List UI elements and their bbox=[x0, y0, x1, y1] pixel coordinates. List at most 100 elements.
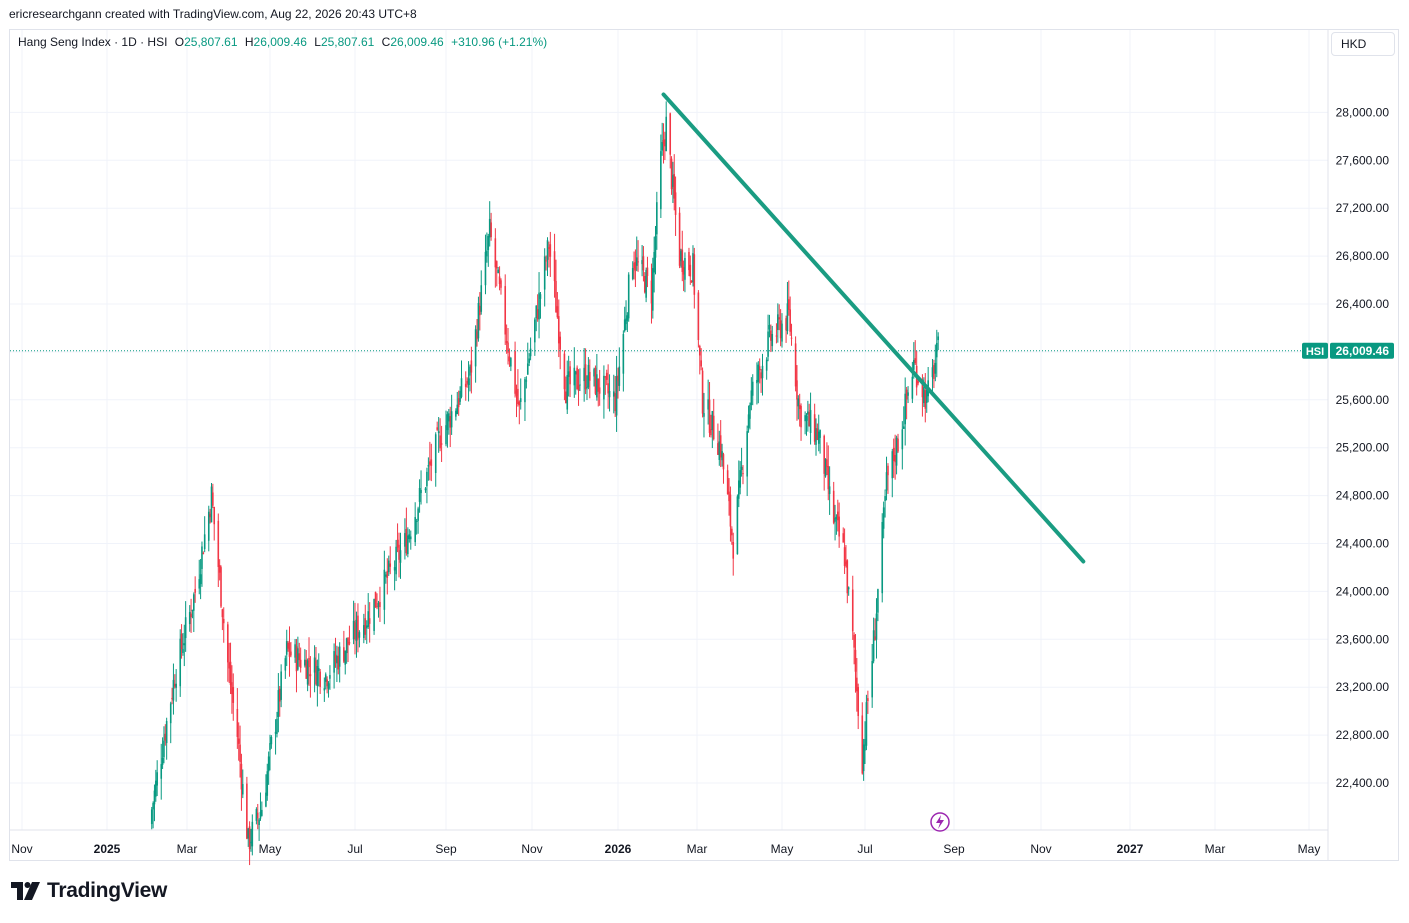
candle-body bbox=[247, 828, 250, 839]
candle-body bbox=[689, 264, 692, 277]
candle-body bbox=[902, 426, 905, 429]
candle-body bbox=[786, 303, 789, 332]
candle-body bbox=[612, 391, 615, 397]
tradingview-brand[interactable]: TradingView bbox=[11, 879, 167, 903]
overlay-layer bbox=[930, 812, 950, 832]
candle-body bbox=[864, 739, 866, 751]
symbol-legend: Hang Seng Index · 1D · HSI O25,807.61 H2… bbox=[18, 35, 547, 49]
candle bbox=[202, 551, 205, 555]
candle-body bbox=[761, 365, 764, 379]
candle-body bbox=[557, 316, 560, 344]
candle-body bbox=[448, 413, 450, 422]
candle bbox=[347, 637, 349, 663]
candle bbox=[798, 393, 801, 427]
high-label: H bbox=[244, 35, 254, 49]
candle bbox=[418, 479, 421, 513]
candle-body bbox=[789, 309, 791, 332]
candle-body bbox=[664, 139, 666, 147]
price-tick-label: 27,600.00 bbox=[1336, 153, 1390, 167]
candle bbox=[775, 323, 778, 344]
candle-body bbox=[740, 466, 743, 471]
price-tag-symbol-box bbox=[1302, 342, 1328, 359]
candle-body bbox=[605, 372, 608, 380]
candle bbox=[169, 701, 172, 744]
brand-wordmark: TradingView bbox=[47, 879, 168, 902]
candle-body bbox=[566, 375, 569, 410]
candle-body bbox=[488, 218, 491, 238]
candle-body bbox=[164, 733, 167, 741]
candle bbox=[515, 384, 518, 418]
lightning-icon[interactable] bbox=[930, 812, 950, 832]
candle bbox=[857, 683, 859, 730]
close-label: C bbox=[381, 35, 391, 49]
candle-body bbox=[261, 809, 263, 816]
candle-body bbox=[398, 544, 400, 560]
candle-body bbox=[439, 435, 441, 449]
candle bbox=[583, 348, 585, 402]
candle bbox=[504, 274, 507, 346]
candle-body bbox=[882, 507, 885, 529]
candle-body bbox=[227, 624, 229, 663]
candle-body bbox=[505, 341, 508, 344]
candle-body bbox=[324, 674, 327, 682]
candle-body bbox=[796, 380, 798, 400]
candle bbox=[789, 296, 791, 336]
candle bbox=[294, 638, 296, 663]
candle bbox=[731, 526, 733, 545]
candle-body bbox=[347, 637, 349, 646]
candle bbox=[250, 828, 252, 852]
candle bbox=[221, 608, 224, 631]
candle-body bbox=[539, 294, 542, 299]
candle-body bbox=[751, 381, 754, 396]
candle bbox=[808, 403, 811, 427]
candle-body bbox=[838, 516, 840, 537]
candle-body bbox=[584, 364, 587, 390]
candle-body bbox=[455, 410, 457, 417]
candle bbox=[618, 347, 621, 392]
candle bbox=[635, 236, 638, 272]
candle bbox=[712, 398, 715, 441]
candle bbox=[707, 379, 709, 425]
candle bbox=[427, 457, 430, 481]
candle bbox=[172, 663, 175, 715]
candle-body bbox=[363, 625, 365, 639]
candle bbox=[726, 464, 729, 495]
candle-body bbox=[479, 305, 481, 316]
candle bbox=[227, 621, 229, 682]
candle-body bbox=[788, 299, 790, 310]
time-tick-label: 2026 bbox=[605, 842, 632, 856]
candle bbox=[674, 176, 677, 236]
candle-body bbox=[836, 511, 839, 521]
symbol-title: Hang Seng Index · 1D · HSI bbox=[18, 35, 168, 49]
candle-body bbox=[344, 650, 347, 665]
price-tick-label: 23,200.00 bbox=[1336, 680, 1390, 694]
candle bbox=[756, 362, 758, 405]
candle-body bbox=[399, 550, 402, 563]
candle bbox=[645, 267, 647, 303]
candle-body bbox=[917, 381, 919, 384]
candle bbox=[199, 559, 202, 600]
candle-body bbox=[161, 757, 164, 765]
candle-body bbox=[393, 567, 396, 571]
candle-body bbox=[524, 379, 526, 403]
candle-body bbox=[517, 388, 519, 405]
candle bbox=[660, 134, 662, 218]
currency-button[interactable]: HKD bbox=[1331, 32, 1395, 56]
candle-body bbox=[487, 236, 490, 251]
candle-body bbox=[294, 644, 296, 658]
candle bbox=[476, 319, 478, 347]
candle-body bbox=[323, 688, 326, 691]
candle-body bbox=[871, 661, 873, 698]
candle-body bbox=[672, 175, 674, 187]
candle bbox=[290, 642, 292, 658]
candle bbox=[927, 367, 929, 403]
candle-body bbox=[717, 443, 719, 455]
candle bbox=[374, 591, 377, 608]
candle-body bbox=[567, 371, 570, 377]
candle-body bbox=[203, 534, 206, 550]
candle bbox=[306, 658, 309, 692]
candle bbox=[409, 530, 412, 550]
candle bbox=[184, 601, 187, 652]
candle bbox=[790, 323, 793, 346]
